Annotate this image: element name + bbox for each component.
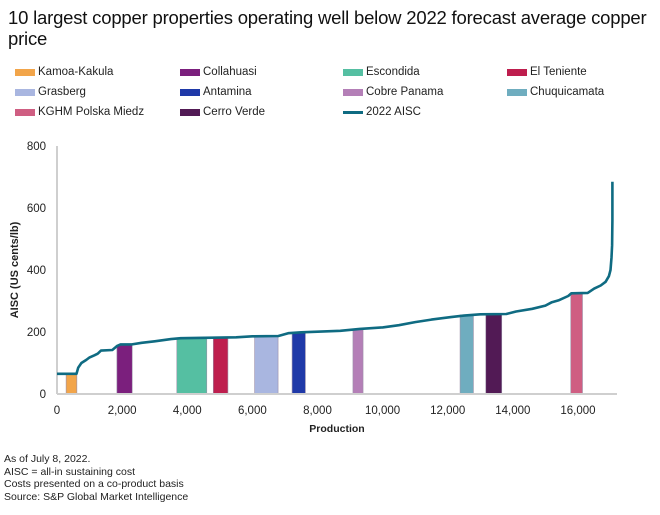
bar-cerro-verde (485, 314, 503, 395)
legend-item-chuquicamata: Chuquicamata (507, 86, 604, 98)
y-tick-label: 400 (27, 265, 46, 277)
x-tick-label: 6,000 (238, 405, 267, 417)
bar-collahuasi (116, 344, 133, 395)
x-tick-label: 4,000 (173, 405, 202, 417)
x-tick-label: 10,000 (365, 405, 400, 417)
y-tick-label: 800 (27, 141, 46, 153)
legend-color-swatch (343, 68, 363, 76)
legend-item-2022-aisc: 2022 AISC (343, 106, 421, 118)
y-tick-label: 200 (27, 327, 46, 339)
legend-label: 2022 AISC (366, 106, 421, 118)
legend-line-swatch (343, 110, 363, 114)
bar-chuquicamata (459, 314, 474, 395)
legend: Kamoa-Kakula Collahuasi Escondida El Tenien… (15, 66, 655, 126)
legend-color-swatch (180, 68, 200, 76)
legend-item-kamoa-kakula: Kamoa-Kakula (15, 66, 113, 78)
x-tick-label: 0 (54, 405, 60, 417)
legend-item-grasberg: Grasberg (15, 86, 86, 98)
footer-cost-basis-note: Costs presented on a co-product basis (4, 478, 184, 490)
x-tick-label: 14,000 (495, 405, 530, 417)
legend-item-escondida: Escondida (343, 66, 420, 78)
y-axis-label: AISC (US cents/lb) (9, 221, 21, 318)
legend-item-antamina: Antamina (180, 86, 252, 98)
bar-grasberg (254, 336, 279, 395)
bar-escondida (176, 337, 208, 395)
legend-label: Chuquicamata (530, 86, 605, 98)
legend-item-collahuasi: Collahuasi (180, 66, 257, 78)
x-tick-label: 16,000 (560, 405, 595, 417)
footer-source: Source: S&P Global Market Intelligence (4, 490, 189, 503)
x-tick-label: 8,000 (303, 405, 332, 417)
chart-area: 0 2,000 4,000 6,000 8,000 10,000 12,000 14,000 1… (9, 141, 617, 435)
bar-el-teniente (212, 337, 229, 395)
aisc-curve-line (57, 181, 614, 376)
bar-cobre-panama (352, 328, 364, 395)
legend-item-el-teniente: El Teniente (507, 66, 587, 78)
legend-label: Escondida (366, 66, 420, 78)
legend-item-cerro-verde: Cerro Verde (180, 106, 265, 118)
legend-color-swatch (180, 88, 200, 96)
legend-label: Grasberg (38, 86, 86, 98)
legend-color-swatch (507, 68, 527, 76)
x-axis-label: Production (309, 423, 364, 435)
legend-color-swatch (15, 88, 35, 96)
bar-kamoa-kakula (65, 373, 78, 395)
bar-antamina (291, 332, 306, 395)
legend-label: Antamina (203, 86, 252, 98)
legend-color-swatch (15, 68, 35, 76)
x-tick-label: 2,000 (108, 405, 137, 417)
legend-color-swatch (343, 88, 363, 96)
legend-label: El Teniente (530, 66, 587, 78)
x-tick-label: 12,000 (430, 405, 465, 417)
legend-label: Kamoa-Kakula (38, 66, 114, 78)
footer-aisc-definition: AISC = all-in sustaining cost (4, 465, 136, 478)
bar-kghm-polska-miedz (570, 292, 583, 395)
footer-date-note: As of July 8, 2022. (4, 453, 91, 465)
chart-title: 10 largest copper properties operating w… (8, 7, 647, 49)
y-tick-label: 0 (40, 389, 46, 401)
y-tick-label: 600 (27, 203, 46, 215)
legend-color-swatch (507, 88, 527, 96)
footer-notes: As of July 8, 2022. AISC = all-in sustai… (4, 453, 188, 503)
legend-label: Collahuasi (203, 66, 257, 78)
legend-color-swatch (180, 108, 200, 116)
legend-item-cobre-panama: Cobre Panama (343, 86, 443, 98)
legend-label: KGHM Polska Miedz (38, 106, 145, 118)
legend-label: Cerro Verde (203, 106, 266, 118)
legend-item-kghm-polska-miedz: KGHM Polska Miedz (15, 106, 144, 118)
legend-color-swatch (15, 108, 35, 116)
legend-label: Cobre Panama (366, 86, 444, 98)
